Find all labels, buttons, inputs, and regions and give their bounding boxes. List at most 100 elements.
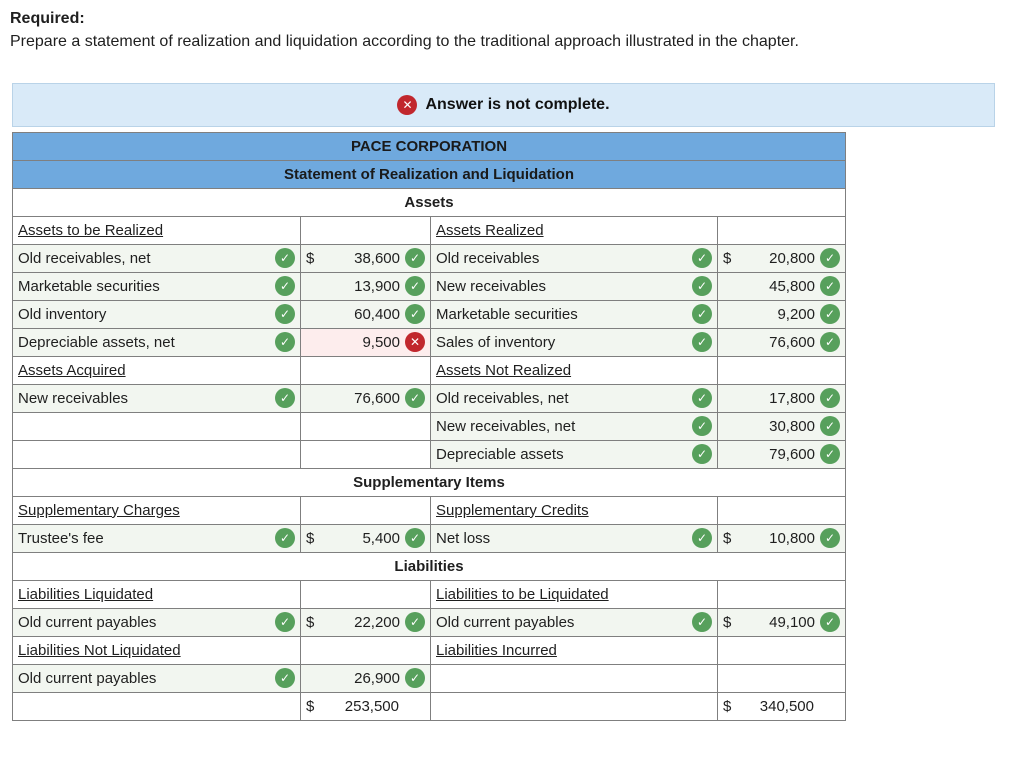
empty-cell [717, 355, 846, 385]
table-row: PACE CORPORATION [12, 131, 846, 161]
account-label-cell[interactable]: New receivables ✓ [12, 383, 301, 413]
check-icon: ✓ [275, 248, 295, 269]
amount-value: 10,800 [769, 529, 815, 547]
account-label-cell[interactable]: Old receivables, net ✓ [430, 383, 718, 413]
amount-inner: $20,800 ✓ [723, 248, 840, 269]
check-icon: ✓ [692, 528, 712, 549]
account-label-cell[interactable]: Old receivables, net ✓ [12, 243, 301, 273]
amount-cell[interactable]: $5,400 ✓ [300, 523, 431, 553]
empty-cell [717, 635, 846, 665]
amount-inner: $38,600 ✓ [306, 248, 425, 269]
amount-value: 13,900 [354, 277, 400, 295]
amount-cell[interactable]: $20,800 ✓ [717, 243, 846, 273]
account-label-text: Old receivables [436, 249, 540, 267]
account-label-text: Trustee's fee [18, 529, 104, 547]
amount-cell[interactable]: 13,900 ✓ [300, 271, 431, 301]
table-row: Trustee's fee ✓ $5,400 ✓ Net loss ✓ $10,800 ✓ [12, 523, 846, 553]
check-icon: ✓ [405, 612, 425, 633]
empty-cell [12, 691, 301, 721]
amount-value: 60,400 [354, 305, 400, 323]
dollar-sign: $ [723, 529, 732, 547]
incomplete-banner: ✕ Answer is not complete. [12, 82, 995, 127]
check-icon: ✓ [405, 304, 425, 325]
account-label-text: Old receivables, net [436, 389, 569, 407]
account-label-inner: Old receivables ✓ [436, 248, 712, 269]
amount-cell[interactable]: 9,200 ✓ [717, 299, 846, 329]
empty-cell [12, 411, 301, 441]
dollar-sign: $ [723, 249, 732, 267]
account-label-text: Sales of inventory [436, 333, 556, 351]
account-label-text: Marketable securities [18, 277, 160, 295]
account-label-text: Old receivables, net [18, 249, 151, 267]
table-row: Marketable securities ✓ 13,900 ✓ New receiva… [12, 271, 846, 301]
check-icon: ✓ [820, 304, 840, 325]
column-heading: Assets Acquired [12, 355, 301, 385]
check-icon: ✓ [820, 528, 840, 549]
account-label-cell[interactable]: New receivables ✓ [430, 271, 718, 301]
amount-cell[interactable]: 60,400 ✓ [300, 299, 431, 329]
amount-value: 79,600 [769, 445, 815, 463]
amount-cell[interactable]: $49,100 ✓ [717, 607, 846, 637]
account-label-text: Net loss [436, 529, 491, 547]
account-label-cell[interactable]: Old inventory ✓ [12, 299, 301, 329]
account-label-cell[interactable]: Sales of inventory ✓ [430, 327, 718, 357]
amount-inner: $49,100 ✓ [723, 612, 840, 633]
table-row: Assets to be Realized Assets Realized [12, 215, 846, 245]
account-label-text: Old current payables [436, 613, 575, 631]
problem-intro: Required: Prepare a statement of realiza… [0, 0, 1024, 53]
account-label-cell[interactable]: New receivables, net ✓ [430, 411, 718, 441]
empty-cell [300, 411, 431, 441]
amount-cell[interactable]: 17,800 ✓ [717, 383, 846, 413]
table-row: Old current payables ✓ $22,200 ✓ Old current… [12, 607, 846, 637]
account-label-cell[interactable]: Old current payables ✓ [430, 607, 718, 637]
account-label-inner: Sales of inventory ✓ [436, 332, 712, 353]
account-label-inner: Trustee's fee ✓ [18, 528, 295, 549]
account-label-text: New receivables [436, 277, 547, 295]
account-label-cell[interactable]: Depreciable assets, net ✓ [12, 327, 301, 357]
amount-cell[interactable]: 79,600 ✓ [717, 439, 846, 469]
account-label-cell[interactable]: Marketable securities ✓ [430, 299, 718, 329]
column-heading: Assets to be Realized [12, 215, 301, 245]
account-label-cell[interactable]: Net loss ✓ [430, 523, 718, 553]
check-icon: ✓ [405, 528, 425, 549]
empty-input-cell[interactable] [717, 663, 846, 693]
amount-cell[interactable]: 76,600 ✓ [300, 383, 431, 413]
amount-cell[interactable]: $22,200 ✓ [300, 607, 431, 637]
check-icon: ✓ [275, 528, 295, 549]
amount-value: 26,900 [354, 669, 400, 687]
account-label-inner: Old current payables ✓ [18, 612, 295, 633]
account-label-cell[interactable]: Trustee's fee ✓ [12, 523, 301, 553]
account-label-cell[interactable]: Marketable securities ✓ [12, 271, 301, 301]
check-icon: ✓ [692, 444, 712, 465]
check-icon: ✓ [275, 388, 295, 409]
column-heading: Assets Not Realized [430, 355, 718, 385]
amount-value: 38,600 [354, 249, 400, 267]
amount-inner: 79,600 ✓ [723, 444, 840, 465]
amount-cell[interactable]: 26,900 ✓ [300, 663, 431, 693]
account-label-cell[interactable]: Depreciable assets ✓ [430, 439, 718, 469]
check-icon: ✓ [692, 332, 712, 353]
table-row: Old inventory ✓ 60,400 ✓ Marketable securiti… [12, 299, 846, 329]
amount-cell[interactable]: 45,800 ✓ [717, 271, 846, 301]
table-row: Assets Acquired Assets Not Realized [12, 355, 846, 385]
x-circle-error-icon: ✕ [397, 94, 418, 115]
amount-cell[interactable]: 76,600 ✓ [717, 327, 846, 357]
amount-cell[interactable]: $10,800 ✓ [717, 523, 846, 553]
account-label-cell[interactable]: Old current payables ✓ [12, 607, 301, 637]
column-heading: Liabilities to be Liquidated [430, 579, 718, 609]
dollar-sign: $ [306, 249, 315, 267]
banner-text: Answer is not complete. [425, 95, 610, 113]
amount-value: 30,800 [769, 417, 815, 435]
amount-cell[interactable]: $38,600 ✓ [300, 243, 431, 273]
account-label-cell[interactable]: Old current payables ✓ [12, 663, 301, 693]
dollar-sign: $ [306, 613, 315, 631]
account-label-cell[interactable]: Old receivables ✓ [430, 243, 718, 273]
check-icon: ✓ [275, 668, 295, 689]
check-icon: ✓ [692, 388, 712, 409]
table-row: Supplementary Charges Supplementary Credi… [12, 495, 846, 525]
section-header: Supplementary Items [12, 467, 846, 497]
amount-cell[interactable]: 9,500 ✕ [300, 327, 431, 357]
amount-cell[interactable]: 30,800 ✓ [717, 411, 846, 441]
amount-value: 20,800 [769, 249, 815, 267]
